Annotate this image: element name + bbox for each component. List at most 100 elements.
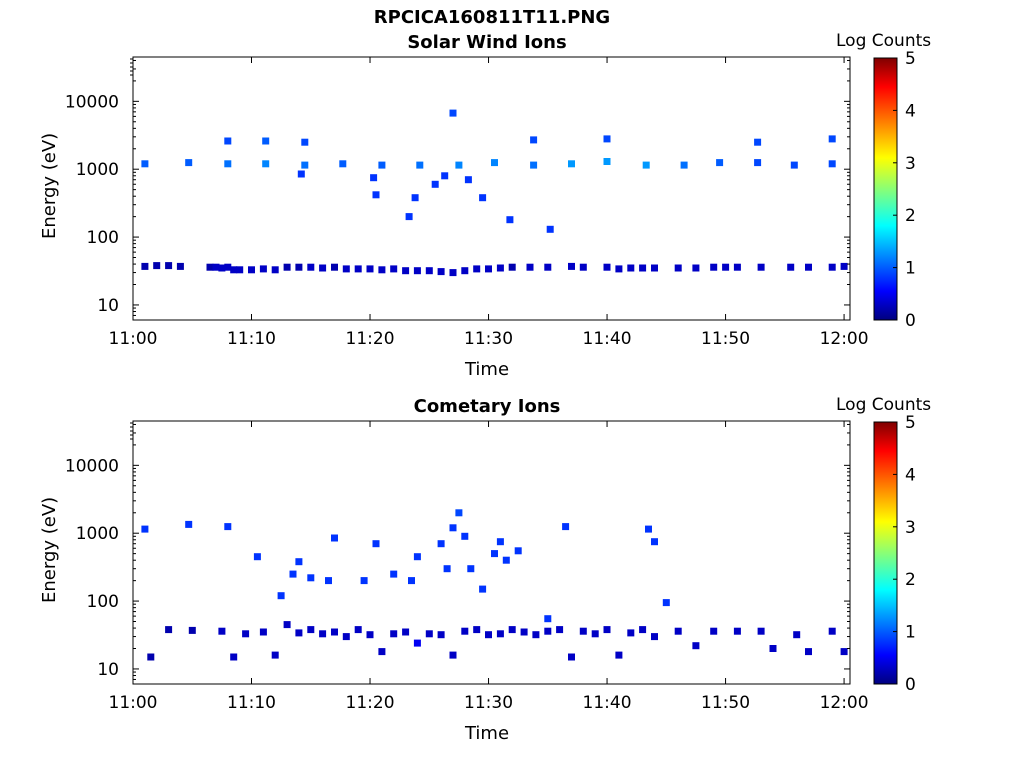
spectrogram-cell bbox=[716, 159, 724, 167]
colorbar-tick-label: 1 bbox=[905, 259, 916, 279]
spectrogram-cell bbox=[473, 626, 481, 634]
spectrogram-cell bbox=[224, 137, 232, 145]
spectrogram-cell bbox=[224, 160, 232, 168]
spectrogram-cell bbox=[307, 574, 315, 582]
spectrogram-cell bbox=[651, 633, 658, 641]
y-tick-label: 10000 bbox=[65, 92, 119, 112]
spectrogram-cell bbox=[455, 509, 463, 517]
spectrogram-cell bbox=[218, 627, 226, 635]
spectrogram-cell bbox=[206, 263, 214, 271]
spectrogram-cell bbox=[218, 264, 226, 272]
spectrogram-cell bbox=[441, 172, 449, 180]
spectrogram-cell bbox=[485, 631, 492, 639]
spectrogram-cell bbox=[141, 525, 149, 533]
spectrogram-cell bbox=[642, 161, 650, 169]
colorbar bbox=[873, 57, 898, 321]
spectrogram-cell bbox=[461, 267, 469, 275]
spectrogram-cell bbox=[413, 639, 421, 647]
y-tick-label: 10000 bbox=[65, 456, 119, 476]
colorbar-tick-label: 0 bbox=[905, 311, 916, 331]
spectrogram-cell bbox=[603, 135, 611, 143]
spectrogram-cell bbox=[443, 565, 451, 573]
spectrogram-cell bbox=[793, 631, 801, 639]
spectrogram-cell bbox=[354, 265, 362, 273]
spectrogram-cell bbox=[473, 265, 481, 273]
x-tick-label: 11:10 bbox=[227, 329, 276, 349]
spectrogram-cell bbox=[301, 161, 309, 169]
spectrogram-cell bbox=[603, 626, 611, 634]
spectrogram-cell bbox=[411, 194, 419, 202]
spectrogram-cell bbox=[236, 266, 244, 274]
spectrogram-cell bbox=[390, 570, 398, 578]
x-tick-label: 11:30 bbox=[464, 329, 513, 349]
spectrogram-cell bbox=[437, 268, 445, 276]
spectrogram-cell bbox=[502, 556, 510, 564]
spectrogram-cell bbox=[674, 264, 682, 272]
spectrogram-cell bbox=[413, 553, 421, 561]
spectrogram-cell bbox=[828, 627, 836, 635]
spectrogram-cell bbox=[165, 262, 173, 270]
spectrogram-cell bbox=[496, 264, 504, 272]
spectrogram-cell bbox=[449, 269, 457, 277]
spectrogram-cell bbox=[297, 170, 305, 178]
colorbar-tick-label: 5 bbox=[905, 49, 916, 69]
x-axis-label-bottom: Time bbox=[464, 723, 510, 744]
spectrogram-cell bbox=[259, 265, 267, 273]
spectrogram-cell bbox=[579, 627, 587, 635]
spectrogram-cell bbox=[325, 577, 332, 585]
spectrogram-cell bbox=[461, 532, 469, 540]
y-tick-label: 100 bbox=[87, 228, 119, 248]
spectrogram-cell bbox=[253, 553, 261, 561]
spectrogram-cell bbox=[283, 263, 291, 271]
colorbar-tick-label: 3 bbox=[905, 518, 916, 538]
spectrogram-cell bbox=[805, 648, 812, 656]
spectrogram-cell bbox=[733, 627, 741, 635]
spectrogram-cell bbox=[339, 160, 347, 168]
x-tick-label: 11:40 bbox=[583, 329, 632, 349]
spectrogram-cell bbox=[378, 266, 386, 274]
spectrogram-cell bbox=[224, 263, 232, 271]
spectrogram-cell bbox=[147, 653, 155, 661]
x-tick-label: 11:00 bbox=[109, 329, 158, 349]
spectrogram-cell bbox=[295, 558, 303, 566]
spectrogram-cell bbox=[485, 265, 492, 273]
spectrogram-cell bbox=[141, 262, 149, 270]
spectrogram-cell bbox=[461, 627, 469, 635]
spectrogram-cell bbox=[425, 630, 433, 638]
spectrogram-cell bbox=[366, 631, 374, 639]
spectrogram-cell bbox=[259, 628, 267, 636]
spectrogram-cell bbox=[526, 263, 534, 271]
spectrogram-cell bbox=[437, 631, 445, 639]
spectrogram-cell bbox=[176, 262, 184, 270]
spectrogram-cell bbox=[491, 550, 498, 558]
spectrogram-cell bbox=[568, 262, 575, 270]
spectrogram-cell bbox=[425, 267, 433, 275]
spectrogram-cell bbox=[248, 266, 255, 274]
x-tick-label: 12:00 bbox=[820, 329, 869, 349]
spectrogram-cell bbox=[185, 520, 193, 528]
spectrogram-cell bbox=[591, 630, 599, 638]
spectrogram-cell bbox=[283, 621, 291, 629]
spectrogram-cell bbox=[262, 160, 270, 168]
colorbar-tick-label: 1 bbox=[905, 623, 916, 643]
panel-title-cometary: Cometary Ions bbox=[413, 396, 561, 417]
spectrogram-cell bbox=[754, 138, 762, 146]
spectrogram-cell bbox=[331, 534, 338, 542]
spectrogram-cell bbox=[402, 267, 410, 275]
spectrogram-cell bbox=[360, 577, 368, 585]
spectrogram-cell bbox=[562, 523, 570, 531]
spectrogram-cell bbox=[692, 264, 700, 272]
spectrogram-cell bbox=[390, 630, 398, 638]
x-tick-label: 11:40 bbox=[583, 693, 632, 713]
x-tick-label: 11:20 bbox=[346, 329, 395, 349]
spectrogram-cell bbox=[289, 570, 297, 578]
spectrogram-cell bbox=[342, 633, 350, 641]
spectrogram-cell bbox=[514, 547, 522, 555]
x-tick-label: 11:50 bbox=[701, 329, 750, 349]
spectrogram-cell bbox=[508, 263, 516, 271]
spectrogram-cell bbox=[787, 263, 795, 271]
x-tick-label: 12:00 bbox=[820, 693, 869, 713]
spectrogram-cell bbox=[840, 648, 848, 656]
y-tick-label: 1000 bbox=[76, 160, 119, 180]
y-tick-label: 10 bbox=[97, 660, 119, 680]
